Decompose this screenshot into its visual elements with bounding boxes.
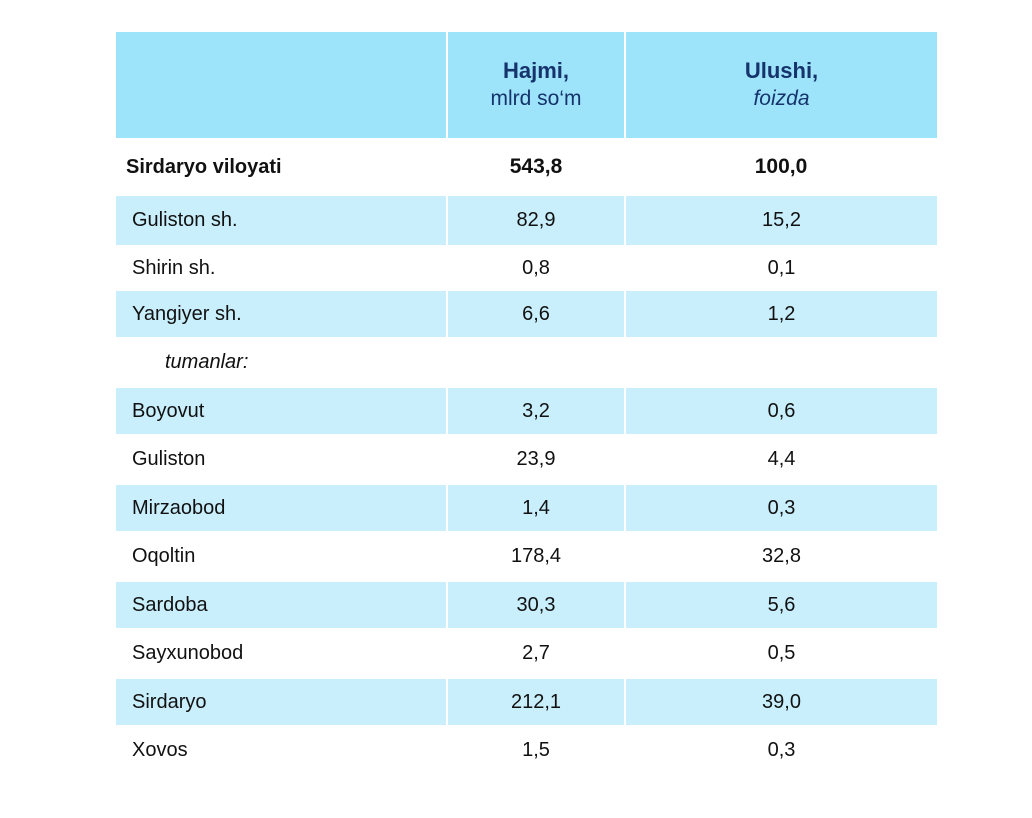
header-share-unit: foizda — [753, 87, 810, 110]
section-label: tumanlar: — [116, 337, 937, 388]
row-volume: 6,6 — [447, 291, 626, 337]
row-name: Xovos — [116, 725, 448, 776]
regional-statistics-table: Hajmi, mlrd so‘m Ulushi, foizda Sirdaryo… — [116, 32, 937, 776]
header-volume-title: Hajmi, — [502, 58, 570, 83]
table-row: Sardoba 30,3 5,6 — [116, 582, 937, 628]
total-share: 100,0 — [625, 138, 937, 196]
row-volume: 1,4 — [447, 485, 626, 531]
table-row: Sayxunobod 2,7 0,5 — [116, 628, 937, 679]
row-share: 0,6 — [625, 388, 937, 434]
row-share: 0,1 — [625, 245, 937, 291]
row-volume: 212,1 — [447, 679, 626, 725]
header-share: Ulushi, foizda — [625, 32, 937, 138]
row-volume: 3,2 — [447, 388, 626, 434]
row-name: Sirdaryo — [116, 679, 448, 725]
total-row: Sirdaryo viloyati 543,8 100,0 — [116, 138, 937, 196]
row-name: Oqoltin — [116, 531, 448, 582]
row-volume: 178,4 — [447, 531, 626, 582]
section-row: tumanlar: — [116, 337, 937, 388]
table-row: Xovos 1,5 0,3 — [116, 725, 937, 776]
table-row: Yangiyer sh. 6,6 1,2 — [116, 291, 937, 337]
row-volume: 23,9 — [447, 434, 626, 485]
row-share: 5,6 — [625, 582, 937, 628]
table-row: Mirzaobod 1,4 0,3 — [116, 485, 937, 531]
row-name: Boyovut — [116, 388, 448, 434]
header-volume: Hajmi, mlrd so‘m — [447, 32, 626, 138]
table-row: Shirin sh. 0,8 0,1 — [116, 245, 937, 291]
row-share: 15,2 — [625, 196, 937, 245]
row-name: Guliston — [116, 434, 448, 485]
table-row: Sirdaryo 212,1 39,0 — [116, 679, 937, 725]
row-share: 32,8 — [625, 531, 937, 582]
row-volume: 30,3 — [447, 582, 626, 628]
row-volume: 82,9 — [447, 196, 626, 245]
row-name: Yangiyer sh. — [116, 291, 448, 337]
row-share: 39,0 — [625, 679, 937, 725]
row-volume: 1,5 — [447, 725, 626, 776]
table-row: Guliston sh. 82,9 15,2 — [116, 196, 937, 245]
table-row: Boyovut 3,2 0,6 — [116, 388, 937, 434]
row-name: Mirzaobod — [116, 485, 448, 531]
table-row: Oqoltin 178,4 32,8 — [116, 531, 937, 582]
row-name: Sardoba — [116, 582, 448, 628]
table-row: Guliston 23,9 4,4 — [116, 434, 937, 485]
header-share-title: Ulushi, — [744, 58, 819, 83]
row-name: Sayxunobod — [116, 628, 448, 679]
header-volume-unit: mlrd so‘m — [490, 87, 582, 110]
table-header-row: Hajmi, mlrd so‘m Ulushi, foizda — [116, 32, 937, 138]
row-share: 0,5 — [625, 628, 937, 679]
row-name: Shirin sh. — [116, 245, 448, 291]
header-empty-cell — [116, 32, 448, 138]
row-share: 0,3 — [625, 485, 937, 531]
row-volume: 0,8 — [447, 245, 626, 291]
row-volume: 2,7 — [447, 628, 626, 679]
row-name: Guliston sh. — [116, 196, 448, 245]
total-volume: 543,8 — [447, 138, 625, 196]
row-share: 0,3 — [625, 725, 937, 776]
row-share: 4,4 — [625, 434, 937, 485]
total-name: Sirdaryo viloyati — [116, 138, 447, 196]
row-share: 1,2 — [625, 291, 937, 337]
